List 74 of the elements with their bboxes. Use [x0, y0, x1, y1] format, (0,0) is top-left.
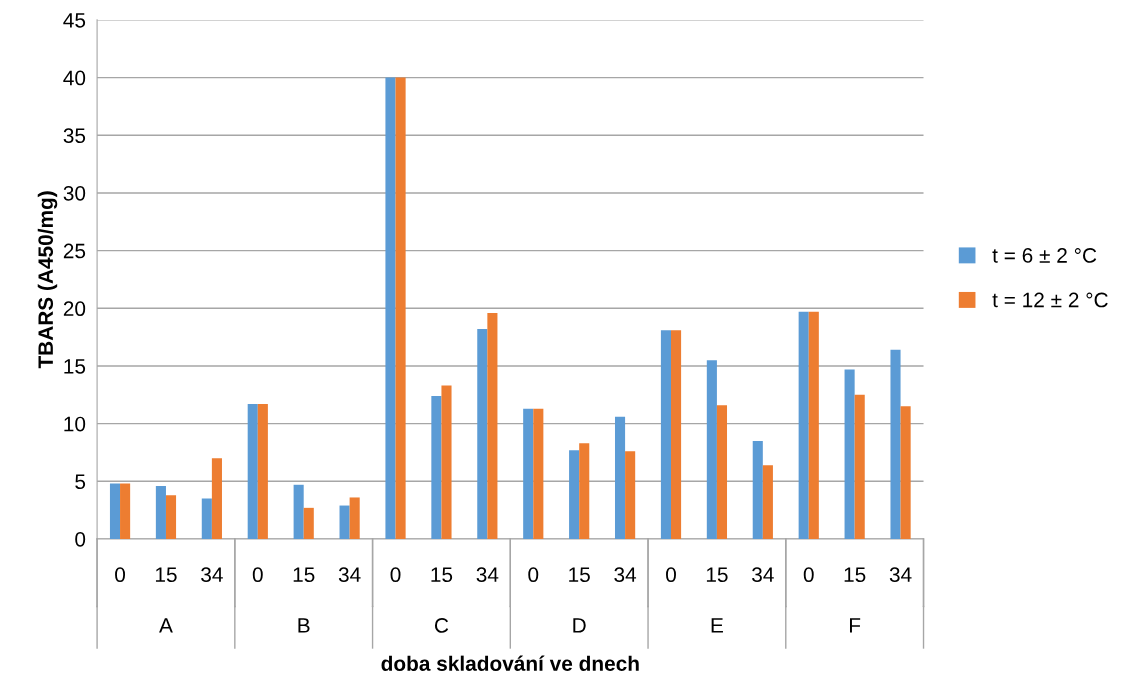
bar: [201, 498, 212, 539]
x-tick-label: 15: [844, 567, 866, 583]
x-tick-label: 0: [115, 567, 126, 583]
text: C: [434, 618, 449, 633]
bar: [257, 404, 268, 539]
bar: [339, 505, 350, 539]
bar: [752, 440, 763, 539]
text: B: [298, 618, 310, 633]
bar: [808, 311, 819, 539]
bar: [303, 507, 314, 539]
bar: [431, 395, 442, 539]
x-tick-label: 34: [614, 567, 637, 583]
x-tick-label: 0: [390, 567, 401, 583]
x-tick-label: 15: [431, 567, 453, 583]
bar: [716, 405, 728, 539]
legend-label: t = 12 ± 2 °C: [992, 292, 1108, 308]
text: F: [850, 618, 861, 633]
bar: [293, 484, 304, 539]
bar: [109, 483, 121, 539]
bar: [706, 360, 717, 539]
y-tick-label: 0: [75, 531, 86, 547]
bar: [762, 465, 773, 539]
bar: [120, 483, 131, 539]
x-tick-label: 15: [706, 567, 728, 583]
bar: [349, 497, 360, 539]
x-tick-label: 34: [476, 567, 499, 583]
bar: [671, 330, 682, 539]
bar: [798, 311, 809, 539]
bar: [155, 485, 166, 539]
y-tick-label: 45: [63, 13, 86, 28]
y-tick-label: 20: [63, 301, 86, 317]
bar: [900, 406, 911, 539]
bar: [395, 77, 406, 539]
bar: [165, 495, 177, 539]
bar: [533, 408, 544, 539]
x-tick-label: 0: [666, 567, 676, 583]
bar: [844, 369, 855, 539]
y-tick-label: 40: [63, 70, 86, 86]
legend-label: t = 6 ± 2 °C: [992, 248, 1097, 263]
y-tick-label: 15: [64, 359, 86, 374]
x-tick-label: 0: [528, 567, 539, 583]
bar: [854, 394, 865, 539]
text: A: [159, 618, 173, 633]
y-axis-title: TBARS (A450/mg): [37, 191, 58, 369]
x-tick-label: 0: [803, 567, 814, 583]
y-tick-label: 5: [75, 474, 86, 490]
bar: [625, 451, 636, 539]
x-axis-title: doba skladování ve dnech: [381, 655, 639, 671]
text: E: [711, 618, 723, 633]
bar: [441, 385, 452, 539]
x-tick-label: 15: [569, 567, 590, 583]
bar: [579, 443, 590, 539]
bar: [487, 312, 498, 539]
bar: [523, 408, 534, 539]
y-tick-label: 25: [63, 243, 86, 259]
bar: [890, 349, 901, 539]
bar: [614, 416, 626, 539]
text: D: [573, 618, 586, 633]
x-tick-label: 34: [201, 567, 223, 583]
x-tick-label: 34: [752, 567, 774, 583]
bar: [247, 404, 258, 539]
bar: [569, 450, 580, 539]
bar: [385, 77, 396, 539]
x-tick-label: 15: [293, 567, 315, 583]
y-tick-label: 10: [64, 416, 86, 432]
bar: [660, 330, 671, 539]
x-tick-label: 15: [155, 567, 177, 583]
x-tick-label: 34: [338, 567, 361, 583]
x-tick-label: 34: [889, 567, 912, 583]
y-tick-label: 30: [63, 185, 86, 201]
bar: [477, 329, 488, 539]
y-tick-label: 35: [63, 128, 86, 144]
bar: [211, 458, 222, 539]
x-tick-label: 0: [252, 567, 263, 583]
